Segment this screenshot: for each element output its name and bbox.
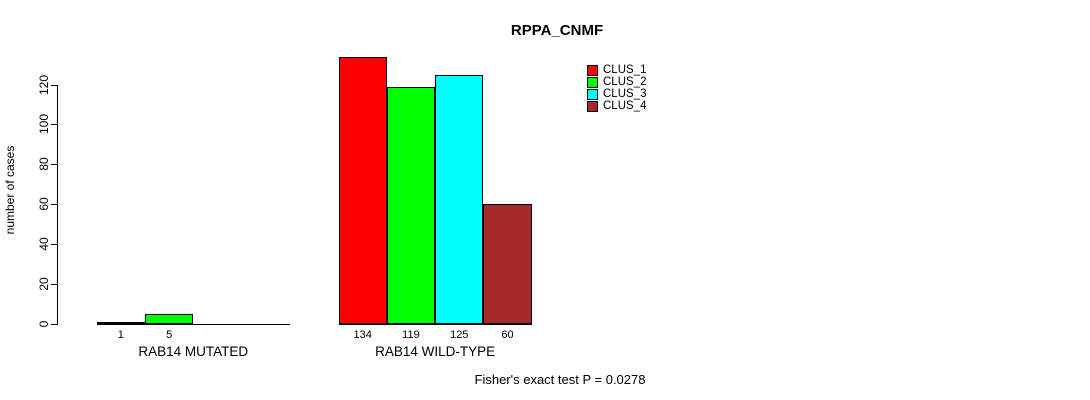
y-tick-label: 40 [37, 237, 51, 251]
legend-swatch [587, 76, 598, 88]
chart-title: RPPA_CNMF [510, 22, 604, 39]
bar [483, 204, 532, 325]
bar [386, 86, 436, 325]
group-label: RAB14 MUTATED [138, 344, 249, 359]
legend-swatch [587, 64, 598, 76]
legend-item: CLUS_4 [587, 100, 646, 112]
bar [435, 74, 484, 325]
legend-label: CLUS_3 [603, 88, 647, 100]
y-tick-label: 120 [37, 74, 51, 95]
y-tick [51, 243, 58, 245]
y-axis-label: number of cases [3, 145, 17, 235]
legend-swatch [587, 100, 598, 112]
bar-value-label: 134 [353, 328, 372, 341]
bar-value-label: 5 [166, 328, 173, 341]
group-label: RAB14 WILD-TYPE [375, 344, 496, 359]
bar-value-label: 60 [501, 328, 514, 341]
bar [338, 56, 387, 325]
legend: CLUS_1 CLUS_2 CLUS_3 CLUS_4 [587, 64, 646, 112]
bar-value-label: 125 [450, 328, 469, 341]
y-tick-label: 0 [37, 320, 51, 327]
annotation-text: Fisher's exact test P = 0.0278 [474, 372, 646, 387]
legend-item: CLUS_2 [587, 76, 646, 88]
y-tick [51, 124, 58, 126]
y-tick-label: 80 [37, 157, 51, 171]
y-tick [51, 323, 58, 325]
bar-value-label: 1 [117, 328, 124, 341]
y-tick [51, 283, 58, 285]
legend-label: CLUS_2 [603, 76, 647, 88]
legend-label: CLUS_1 [603, 64, 647, 76]
legend-item: CLUS_3 [587, 88, 646, 100]
legend-item: CLUS_1 [587, 64, 646, 76]
y-tick [51, 164, 58, 166]
y-tick [51, 84, 58, 86]
y-tick [51, 204, 58, 206]
y-tick-label: 20 [37, 276, 51, 291]
bar [96, 321, 145, 325]
y-tick-label: 60 [37, 197, 51, 211]
bar [145, 313, 194, 325]
bar-value-label: 119 [402, 328, 420, 341]
y-tick-label: 100 [37, 114, 51, 135]
legend-swatch [587, 88, 598, 100]
legend-label: CLUS_4 [603, 100, 647, 112]
